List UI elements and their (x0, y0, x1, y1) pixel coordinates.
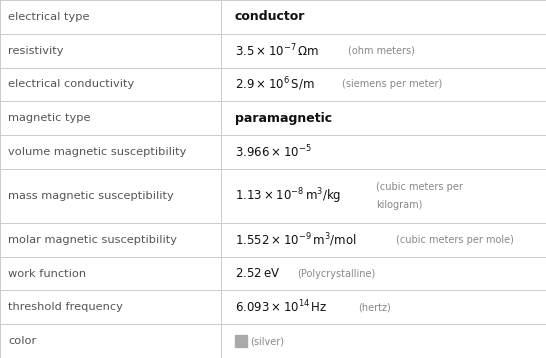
Text: (Polycrystalline): (Polycrystalline) (298, 268, 376, 279)
Text: color: color (8, 336, 37, 346)
Text: $3.5\times10^{-7}\,\Omega\mathrm{m}$: $3.5\times10^{-7}\,\Omega\mathrm{m}$ (235, 42, 319, 59)
Text: $1.13\times10^{-8}\,\mathrm{m}^3\mathrm{/kg}$: $1.13\times10^{-8}\,\mathrm{m}^3\mathrm{… (235, 186, 341, 206)
Text: electrical conductivity: electrical conductivity (8, 79, 134, 90)
Text: $2.52\,\mathrm{eV}$: $2.52\,\mathrm{eV}$ (235, 267, 280, 280)
Bar (235, 335, 247, 347)
Text: paramagnetic: paramagnetic (235, 112, 332, 125)
Text: $6.093\times10^{14}\,\mathrm{Hz}$: $6.093\times10^{14}\,\mathrm{Hz}$ (235, 299, 327, 316)
Text: $2.9\times10^{6}\,\mathrm{S/m}$: $2.9\times10^{6}\,\mathrm{S/m}$ (235, 76, 314, 93)
Text: (siemens per meter): (siemens per meter) (342, 79, 442, 90)
Text: $3.966\times10^{-5}$: $3.966\times10^{-5}$ (235, 144, 311, 160)
Text: (hertz): (hertz) (358, 303, 391, 312)
Text: molar magnetic susceptibility: molar magnetic susceptibility (8, 235, 177, 245)
Text: volume magnetic susceptibility: volume magnetic susceptibility (8, 147, 187, 157)
Text: (ohm meters): (ohm meters) (348, 46, 414, 55)
Text: kilogram): kilogram) (376, 199, 423, 209)
Text: (silver): (silver) (250, 336, 284, 346)
Text: electrical type: electrical type (8, 12, 90, 22)
Text: (cubic meters per mole): (cubic meters per mole) (396, 235, 514, 245)
Text: magnetic type: magnetic type (8, 113, 91, 123)
Text: mass magnetic susceptibility: mass magnetic susceptibility (8, 191, 174, 201)
Text: resistivity: resistivity (8, 46, 64, 55)
Text: threshold frequency: threshold frequency (8, 303, 123, 312)
Text: $1.552\times10^{-9}\,\mathrm{m}^3\mathrm{/mol}$: $1.552\times10^{-9}\,\mathrm{m}^3\mathrm… (235, 231, 357, 248)
Text: conductor: conductor (235, 10, 305, 23)
Text: (cubic meters per: (cubic meters per (376, 182, 463, 192)
Text: work function: work function (8, 268, 86, 279)
